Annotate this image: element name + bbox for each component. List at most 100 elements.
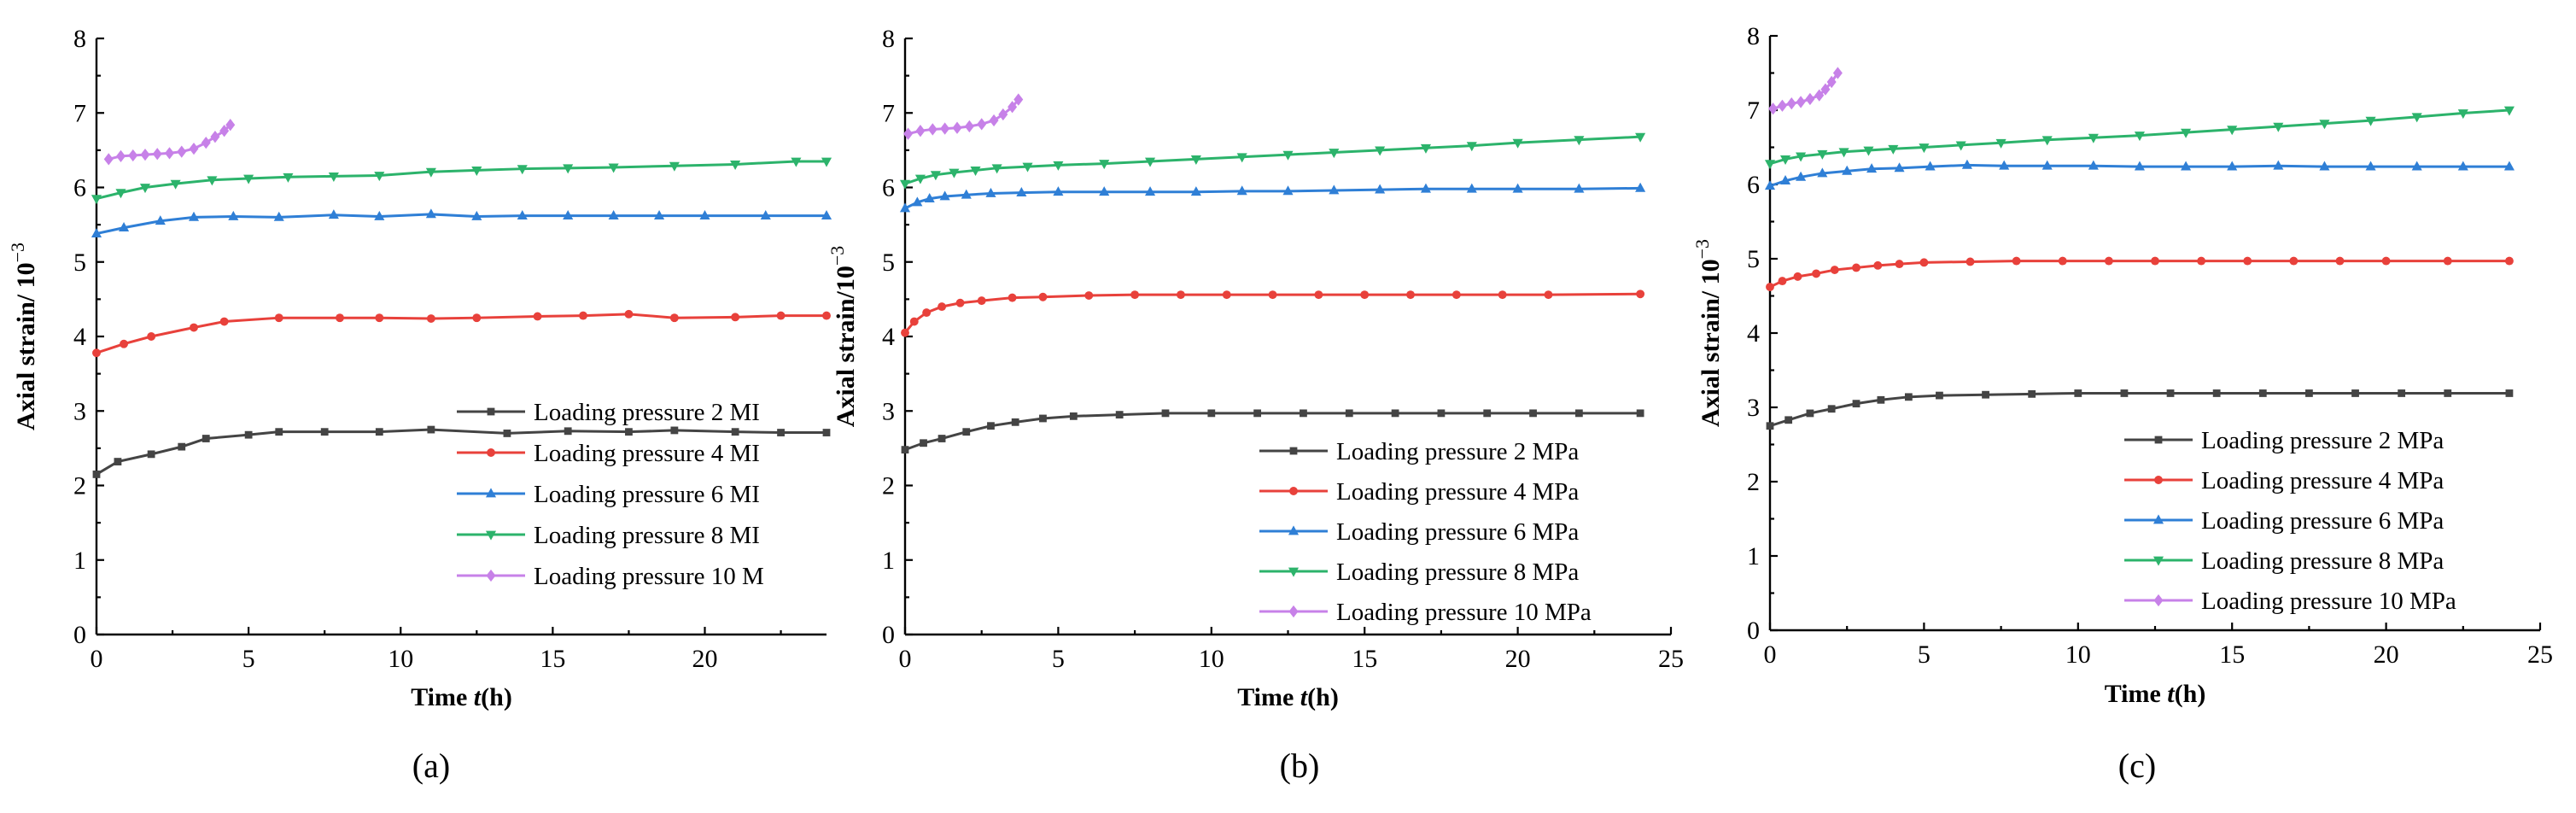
x-tick-label: 25 (2527, 640, 2553, 669)
data-point (2457, 161, 2468, 171)
data-point (517, 210, 528, 220)
data-point (1512, 138, 1523, 149)
data-point (730, 161, 741, 171)
data-point (165, 147, 174, 160)
data-point (964, 120, 974, 133)
legend: Loading pressure 2 MPa Loading pressure 4… (2124, 427, 2456, 615)
data-point (1863, 146, 1874, 156)
data-point (2088, 133, 2099, 143)
legend-marker (1288, 567, 1300, 577)
data-point (1207, 409, 1216, 418)
data-point (1391, 409, 1399, 418)
data-point (283, 173, 294, 183)
x-tick-label: 10 (2065, 640, 2091, 669)
series-3 (91, 208, 832, 237)
data-point (244, 430, 253, 439)
data-point (170, 179, 181, 190)
data-point (699, 210, 710, 220)
data-point (1069, 412, 1078, 420)
data-point (139, 184, 151, 194)
data-point (1955, 141, 1966, 151)
data-point (328, 173, 339, 183)
data-point (1832, 67, 1843, 79)
data-point (2365, 116, 2376, 126)
data-point (989, 114, 999, 127)
data-point (760, 210, 771, 220)
data-point (1466, 183, 1477, 193)
data-point (1961, 159, 1972, 169)
data-point (1236, 185, 1247, 196)
legend-item: Loading pressure 2 MI (457, 399, 760, 426)
data-point (472, 313, 482, 323)
data-point (940, 122, 950, 135)
data-point (426, 314, 435, 324)
data-point (471, 167, 482, 177)
data-point (1817, 167, 1828, 178)
data-point (119, 222, 130, 232)
data-point (1437, 409, 1446, 418)
y-tick-label: 7 (882, 99, 895, 127)
x-tick-label: 25 (1658, 645, 1684, 673)
x-axis-title-var: t (2167, 680, 2176, 708)
x-tick-label: 5 (242, 645, 255, 673)
legend-marker (1289, 487, 1298, 495)
data-point (147, 332, 156, 341)
legend-label: Loading pressure 6 MI (534, 481, 760, 508)
series-line (904, 186, 1641, 210)
data-point (207, 176, 218, 186)
data-point (1375, 146, 1386, 156)
y-tick-label: 4 (882, 323, 895, 351)
data-point (177, 145, 187, 158)
data-point (120, 339, 129, 348)
data-point (920, 439, 927, 447)
data-point (987, 422, 995, 430)
x-tick-label: 10 (388, 645, 413, 673)
data-point (822, 311, 831, 320)
series-1 (901, 409, 1644, 454)
series-line (1769, 391, 2509, 428)
data-point (1796, 171, 1807, 181)
data-point (1375, 184, 1386, 194)
y-tick-label: 5 (1747, 245, 1760, 273)
y-tick-label: 3 (882, 397, 895, 425)
data-point (1253, 409, 1262, 418)
data-point (1008, 293, 1017, 302)
series-3 (1764, 159, 2515, 190)
data-point (1190, 186, 1201, 196)
data-point (1038, 292, 1048, 301)
legend-label: Loading pressure 10 M (534, 563, 764, 590)
data-point (1222, 290, 1231, 300)
data-point (1766, 283, 1774, 292)
y-axis-title-prefix: Axial strain/ 10 (1697, 259, 1725, 427)
legend-item: Loading pressure 10 MPa (1259, 599, 1592, 626)
data-point (128, 149, 138, 162)
data-point (1236, 153, 1247, 163)
chart-panel-b: 0 1 2 3 4 5 6 7 8 0 5 10 15 20 25 Time t(h) Axial strain… (827, 25, 1684, 785)
data-point (155, 215, 166, 225)
data-point (1053, 186, 1064, 196)
legend-item: Loading pressure 10 M (457, 563, 764, 590)
data-point (2166, 389, 2175, 397)
legend-label: Loading pressure 8 MPa (1336, 559, 1579, 586)
data-point (922, 308, 932, 318)
series-4 (91, 157, 832, 205)
data-point (2444, 389, 2452, 397)
x-axis-title: Time t(h) (1237, 683, 1339, 711)
data-point (938, 302, 947, 312)
legend-marker (2153, 514, 2164, 524)
data-point (1144, 157, 1156, 167)
data-point (91, 195, 102, 205)
data-point (2443, 256, 2452, 266)
data-point (2504, 256, 2514, 266)
data-point (2227, 126, 2238, 136)
series-1 (1766, 389, 2514, 430)
data-point (939, 190, 950, 201)
series-1 (92, 425, 831, 478)
data-point (178, 442, 186, 451)
data-point (949, 168, 960, 178)
legend-label: Loading pressure 8 MPa (2201, 547, 2444, 575)
data-point (273, 211, 284, 221)
data-point (2503, 106, 2515, 116)
data-point (669, 313, 679, 323)
